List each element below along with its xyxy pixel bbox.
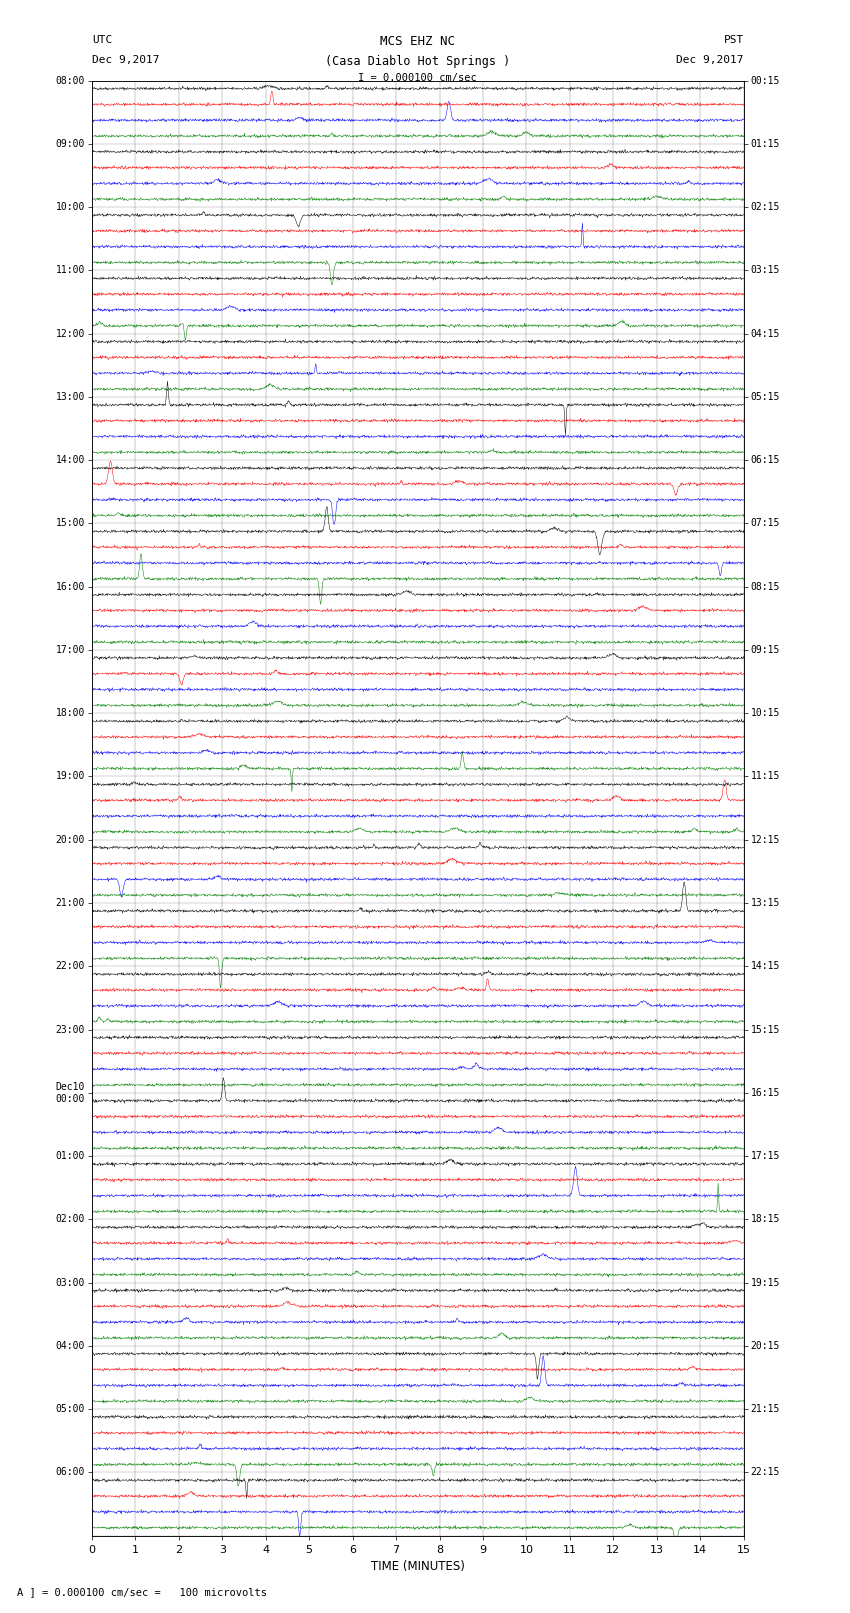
Text: PST: PST (723, 35, 744, 45)
Text: I = 0.000100 cm/sec: I = 0.000100 cm/sec (359, 73, 477, 82)
Text: (Casa Diablo Hot Springs ): (Casa Diablo Hot Springs ) (326, 55, 510, 68)
Text: UTC: UTC (92, 35, 112, 45)
Text: MCS EHZ NC: MCS EHZ NC (380, 35, 456, 48)
Text: Dec 9,2017: Dec 9,2017 (92, 55, 159, 65)
Text: Dec 9,2017: Dec 9,2017 (677, 55, 744, 65)
Text: A ] = 0.000100 cm/sec =   100 microvolts: A ] = 0.000100 cm/sec = 100 microvolts (17, 1587, 267, 1597)
X-axis label: TIME (MINUTES): TIME (MINUTES) (371, 1560, 465, 1573)
